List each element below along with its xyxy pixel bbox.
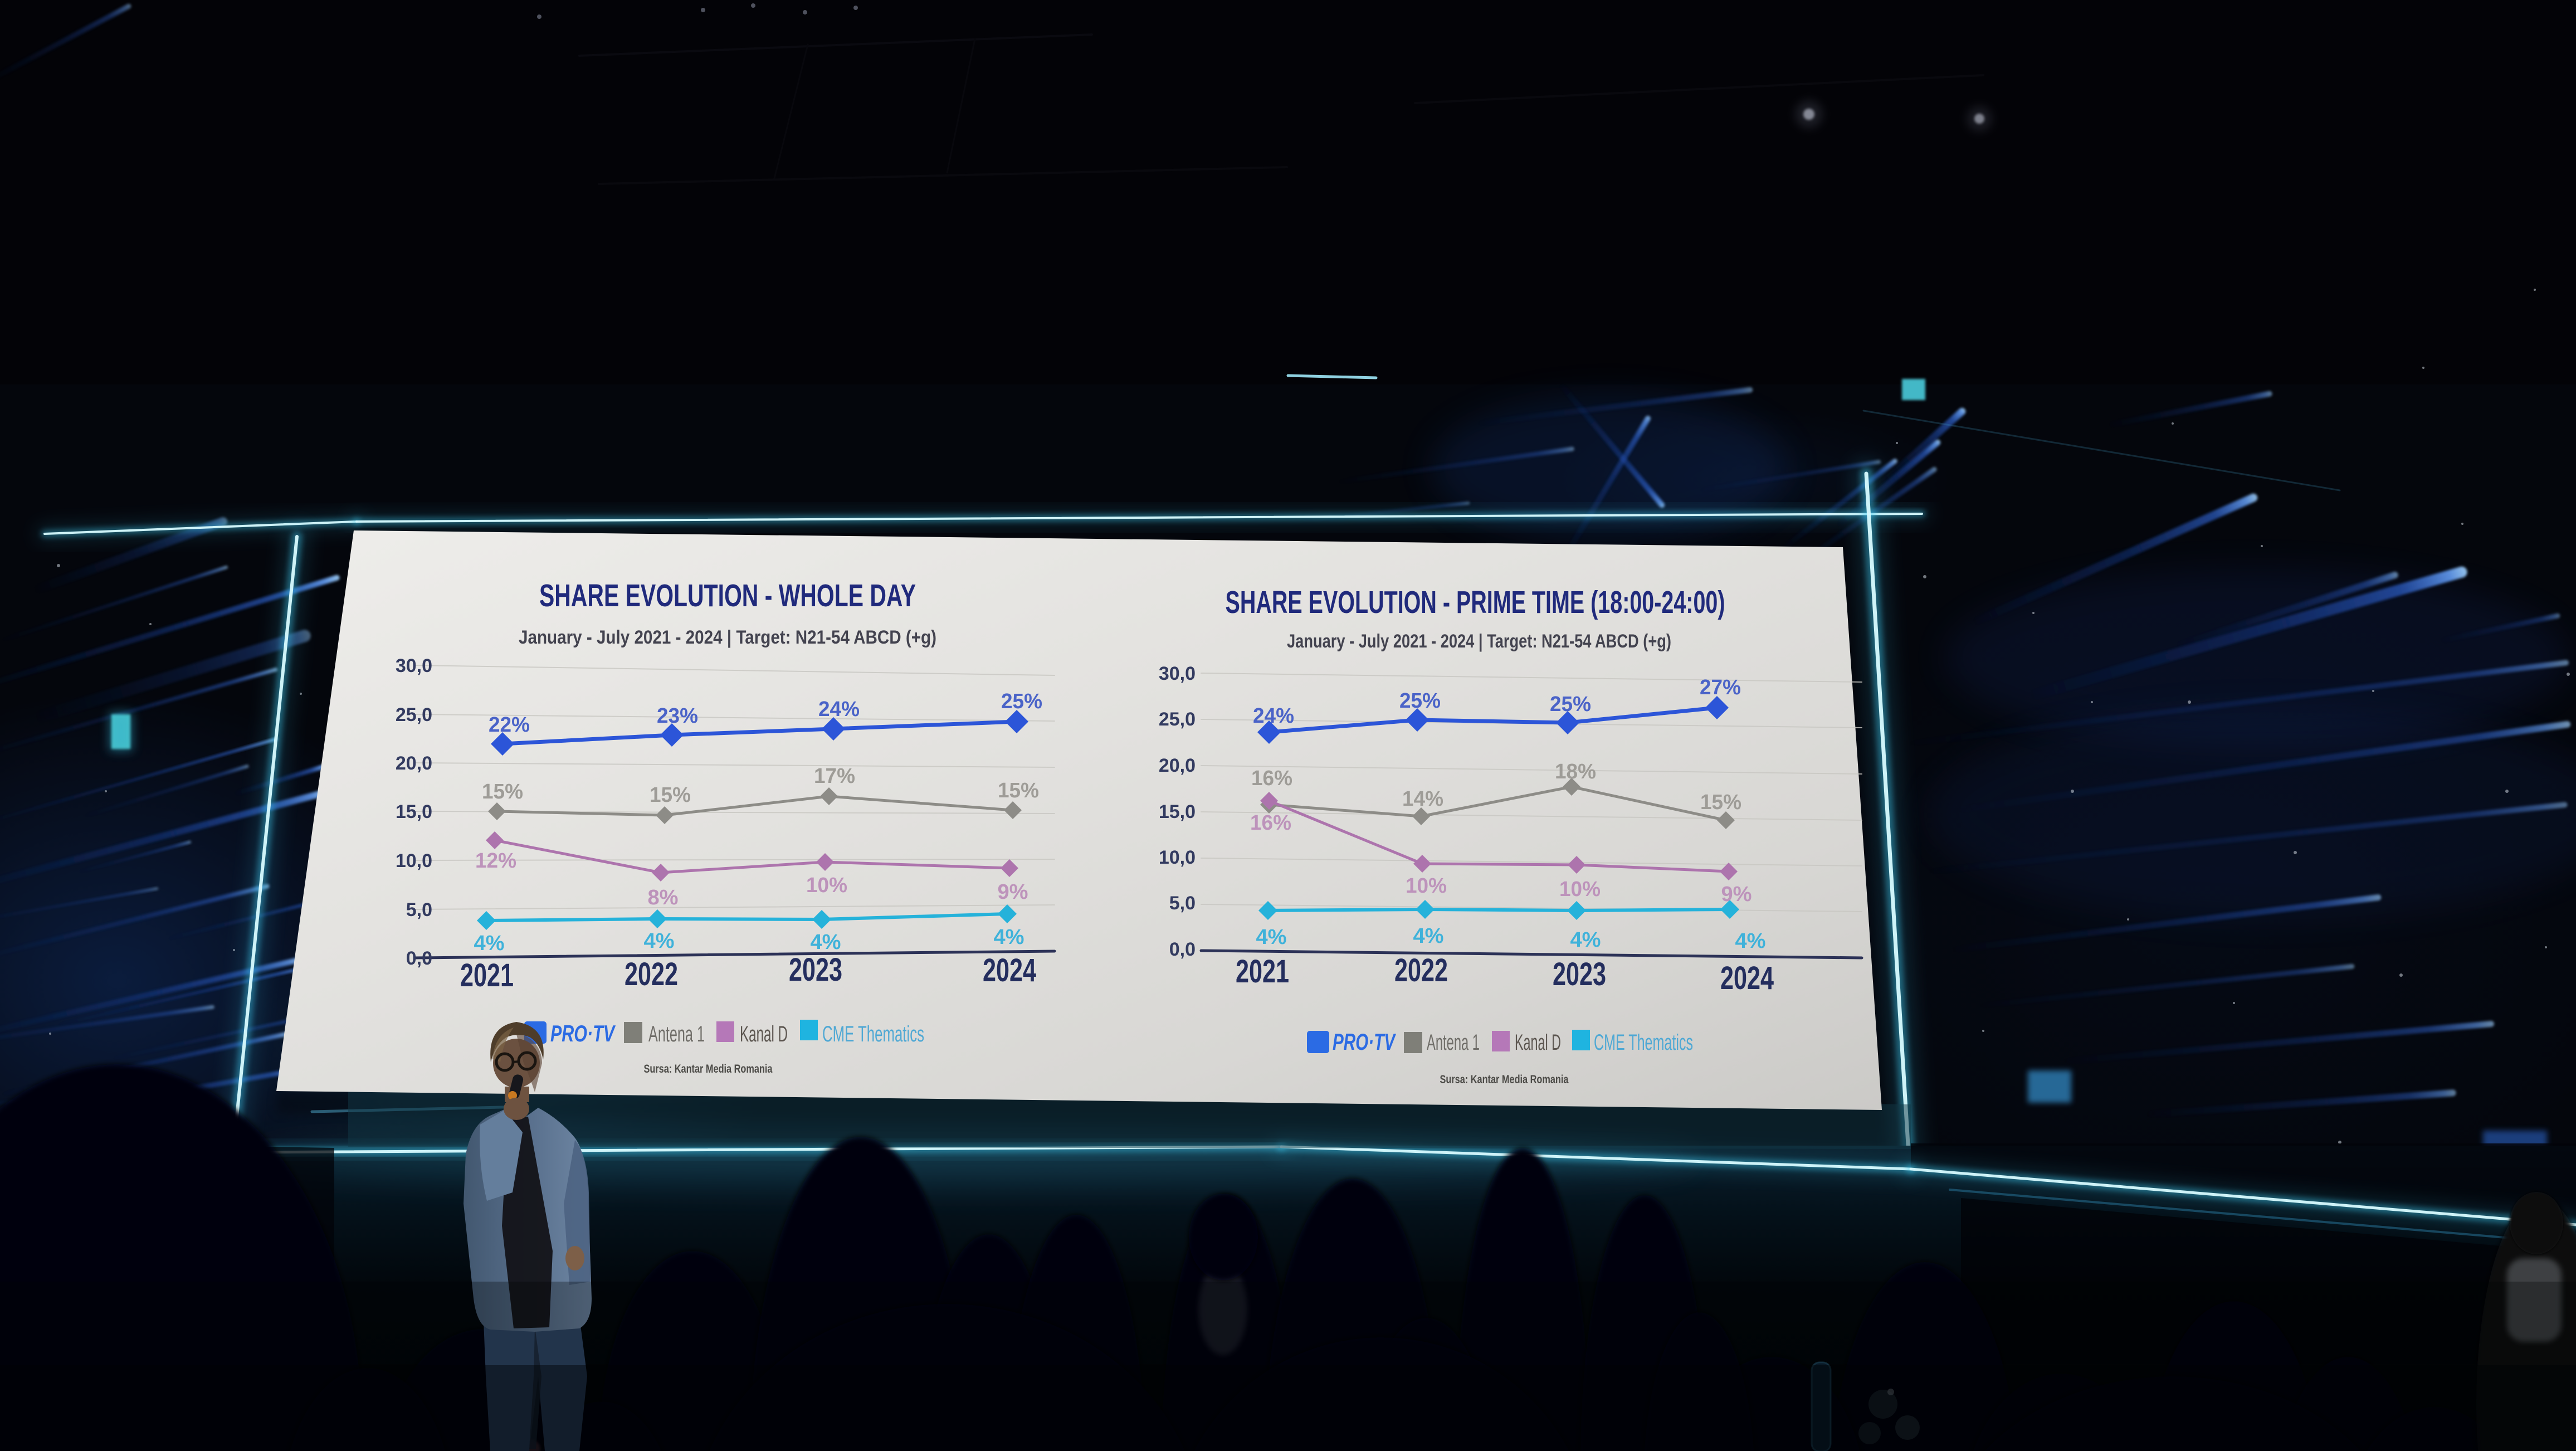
svg-text:9%: 9% [1721,883,1752,906]
svg-text:January - July 2021 - 2024 | T: January - July 2021 - 2024 | Target: N21… [519,627,936,648]
svg-text:24%: 24% [818,698,860,721]
svg-text:10%: 10% [806,874,847,897]
svg-text:10%: 10% [1559,878,1601,901]
svg-text:15,0: 15,0 [396,801,432,822]
svg-text:9%: 9% [998,880,1028,904]
svg-text:18%: 18% [1555,760,1596,783]
svg-text:2023: 2023 [1553,956,1606,992]
svg-text:8%: 8% [648,886,679,909]
svg-text:15%: 15% [482,780,523,804]
svg-text:25,0: 25,0 [396,704,432,726]
svg-text:22%: 22% [489,713,530,737]
svg-text:15%: 15% [1700,791,1741,814]
svg-text:25%: 25% [1550,693,1591,716]
svg-text:4%: 4% [1735,929,1766,953]
svg-text:CME Thematics: CME Thematics [1594,1030,1693,1055]
svg-text:24%: 24% [1253,704,1294,728]
svg-text:5,0: 5,0 [406,899,432,921]
svg-text:12%: 12% [475,849,516,873]
svg-text:10,0: 10,0 [1159,847,1196,868]
svg-text:4%: 4% [1413,924,1444,948]
svg-text:30,0: 30,0 [396,655,432,676]
svg-text:4%: 4% [474,932,505,955]
svg-text:2022: 2022 [625,956,678,992]
svg-text:Kanal D: Kanal D [1515,1030,1561,1055]
svg-text:14%: 14% [1402,787,1443,811]
svg-text:20,0: 20,0 [1159,755,1196,776]
svg-text:23%: 23% [657,704,698,728]
svg-text:15%: 15% [998,779,1039,802]
svg-text:SHARE EVOLUTION - PRIME TIME (: SHARE EVOLUTION - PRIME TIME (18:00-24:0… [1226,585,1725,620]
svg-text:CME Thematics: CME Thematics [822,1022,924,1046]
svg-text:2023: 2023 [789,952,842,988]
svg-text:30,0: 30,0 [1159,663,1196,684]
svg-text:4%: 4% [1570,928,1601,952]
svg-text:Antena 1: Antena 1 [1427,1030,1480,1055]
svg-text:Sursa: Kantar Media Romania: Sursa: Kantar Media Romania [644,1063,773,1075]
svg-text:2024: 2024 [1720,960,1774,996]
svg-text:0,0: 0,0 [1169,939,1196,960]
svg-text:17%: 17% [814,765,855,788]
svg-text:2022: 2022 [1394,952,1448,989]
svg-text:2021: 2021 [460,957,514,994]
svg-text:16%: 16% [1250,811,1291,835]
svg-text:January - July 2021 - 2024 | T: January - July 2021 - 2024 | Target: N21… [1287,631,1671,652]
svg-text:27%: 27% [1700,676,1741,699]
svg-text:20,0: 20,0 [396,753,432,774]
svg-text:Sursa: Kantar Media Romania: Sursa: Kantar Media Romania [1440,1073,1569,1086]
svg-text:16%: 16% [1251,767,1292,790]
svg-text:10,0: 10,0 [396,850,432,871]
svg-text:4%: 4% [811,931,841,954]
svg-text:SHARE EVOLUTION - WHOLE DAY: SHARE EVOLUTION - WHOLE DAY [539,578,916,613]
svg-text:Kanal D: Kanal D [740,1022,788,1046]
svg-text:2024: 2024 [983,952,1036,989]
svg-text:0,0: 0,0 [406,948,432,969]
svg-text:15%: 15% [650,783,691,807]
svg-text:Antena 1: Antena 1 [648,1022,705,1046]
svg-text:4%: 4% [1256,926,1287,949]
svg-text:4%: 4% [644,929,675,953]
svg-text:15,0: 15,0 [1159,801,1196,822]
svg-text:10%: 10% [1406,874,1447,898]
svg-text:25%: 25% [1399,689,1441,713]
svg-text:25%: 25% [1001,690,1042,713]
svg-text:PRO·TV: PRO·TV [1333,1029,1396,1055]
svg-text:25,0: 25,0 [1159,709,1196,730]
svg-text:PRO·TV: PRO·TV [550,1020,616,1046]
svg-text:2021: 2021 [1236,953,1289,990]
svg-text:5,0: 5,0 [1169,893,1196,914]
svg-text:4%: 4% [994,926,1024,949]
